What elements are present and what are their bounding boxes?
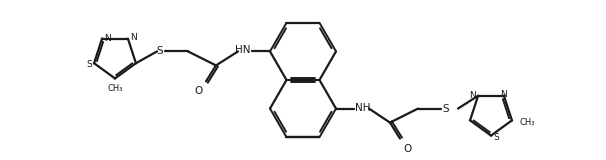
Text: N: N — [104, 34, 111, 43]
Text: S: S — [157, 46, 163, 56]
Text: CH₃: CH₃ — [520, 118, 536, 127]
Text: O: O — [403, 144, 411, 154]
Text: S: S — [86, 60, 92, 69]
Text: S: S — [443, 104, 449, 114]
Text: N: N — [501, 90, 507, 99]
Text: N: N — [469, 91, 476, 100]
Text: NH: NH — [355, 103, 370, 113]
Text: CH₃: CH₃ — [107, 84, 123, 93]
Text: N: N — [130, 33, 137, 42]
Text: HN: HN — [236, 45, 251, 55]
Text: S: S — [493, 133, 499, 142]
Text: O: O — [195, 86, 203, 96]
